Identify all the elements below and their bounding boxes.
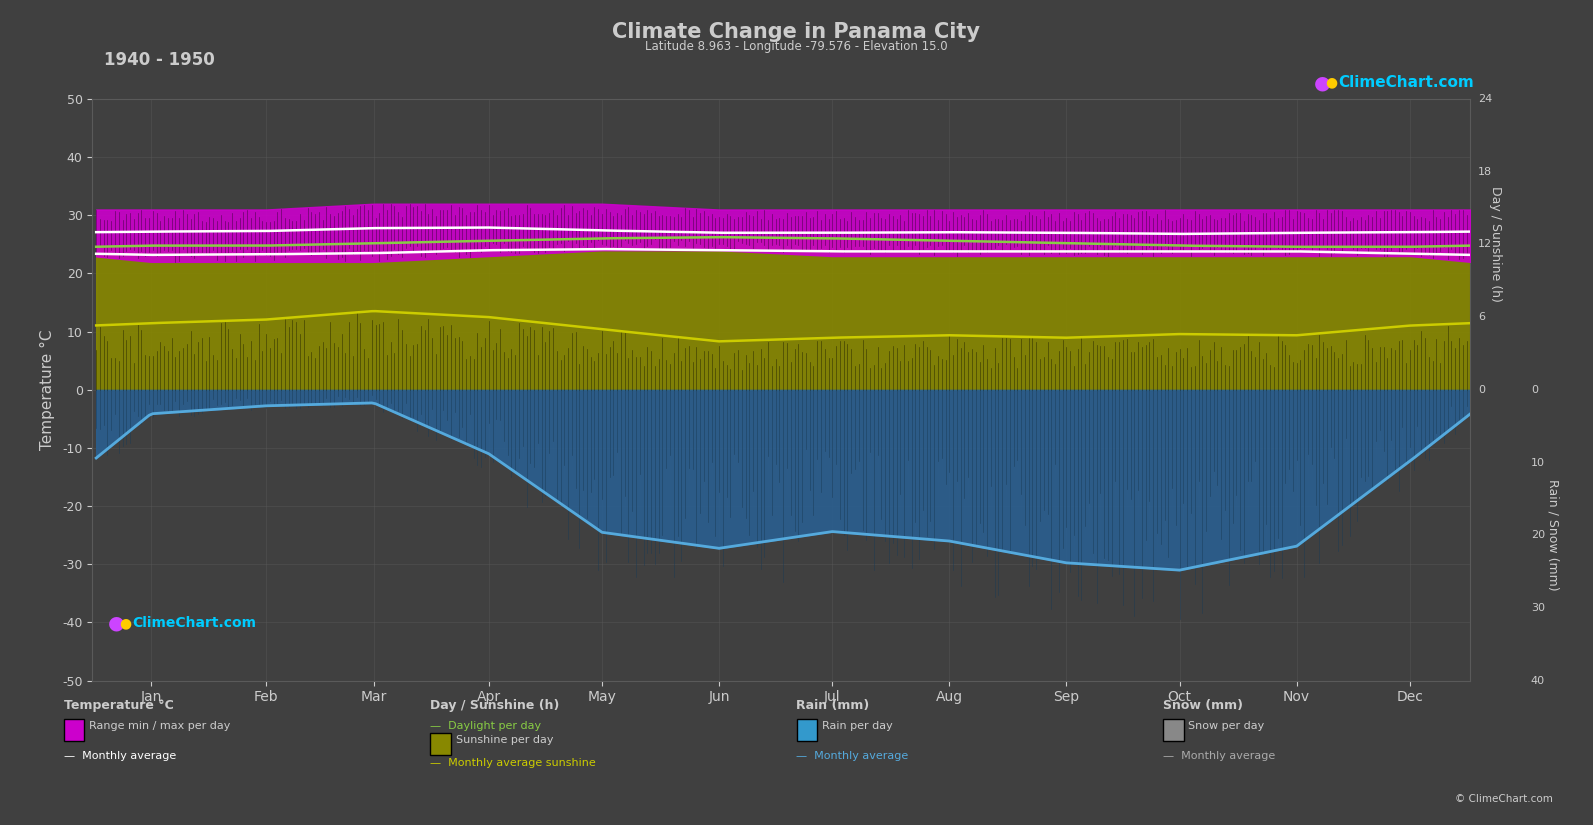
Text: 10: 10: [1531, 458, 1545, 468]
Text: Day / Sunshine (h): Day / Sunshine (h): [1489, 186, 1502, 302]
Text: Latitude 8.963 - Longitude -79.576 - Elevation 15.0: Latitude 8.963 - Longitude -79.576 - Ele…: [645, 40, 948, 53]
Text: 6: 6: [1478, 312, 1485, 322]
Text: —  Monthly average: — Monthly average: [64, 751, 175, 761]
Text: ClimeChart.com: ClimeChart.com: [1338, 75, 1474, 90]
Text: ClimeChart.com: ClimeChart.com: [132, 616, 256, 629]
Text: ●: ●: [108, 613, 126, 633]
Text: 30: 30: [1531, 603, 1545, 613]
Text: 0: 0: [1531, 384, 1537, 395]
Text: —  Monthly average sunshine: — Monthly average sunshine: [430, 757, 596, 767]
Text: —  Monthly average: — Monthly average: [796, 751, 908, 761]
Text: 24: 24: [1478, 94, 1493, 104]
Text: 1940 - 1950: 1940 - 1950: [104, 51, 215, 69]
Text: Range min / max per day: Range min / max per day: [89, 721, 231, 731]
Text: Snow per day: Snow per day: [1188, 721, 1265, 731]
Text: Snow (mm): Snow (mm): [1163, 700, 1243, 713]
Text: —  Monthly average: — Monthly average: [1163, 751, 1274, 761]
Text: 40: 40: [1531, 676, 1545, 686]
Text: Rain (mm): Rain (mm): [796, 700, 870, 713]
Text: ●: ●: [1325, 76, 1338, 89]
Text: Rain per day: Rain per day: [822, 721, 892, 731]
Text: Rain / Snow (mm): Rain / Snow (mm): [1547, 479, 1560, 591]
Text: 20: 20: [1531, 530, 1545, 540]
Text: Temperature °C: Temperature °C: [64, 700, 174, 713]
Text: ●: ●: [119, 616, 132, 629]
Text: © ClimeChart.com: © ClimeChart.com: [1456, 794, 1553, 804]
Text: 12: 12: [1478, 239, 1493, 249]
Text: —  Daylight per day: — Daylight per day: [430, 721, 542, 731]
Text: 18: 18: [1478, 167, 1493, 177]
Text: ●: ●: [1314, 73, 1332, 92]
Y-axis label: Temperature °C: Temperature °C: [40, 329, 56, 450]
Text: Sunshine per day: Sunshine per day: [456, 735, 553, 745]
Text: Climate Change in Panama City: Climate Change in Panama City: [612, 22, 981, 42]
Text: Day / Sunshine (h): Day / Sunshine (h): [430, 700, 559, 713]
Text: 0: 0: [1478, 384, 1485, 395]
